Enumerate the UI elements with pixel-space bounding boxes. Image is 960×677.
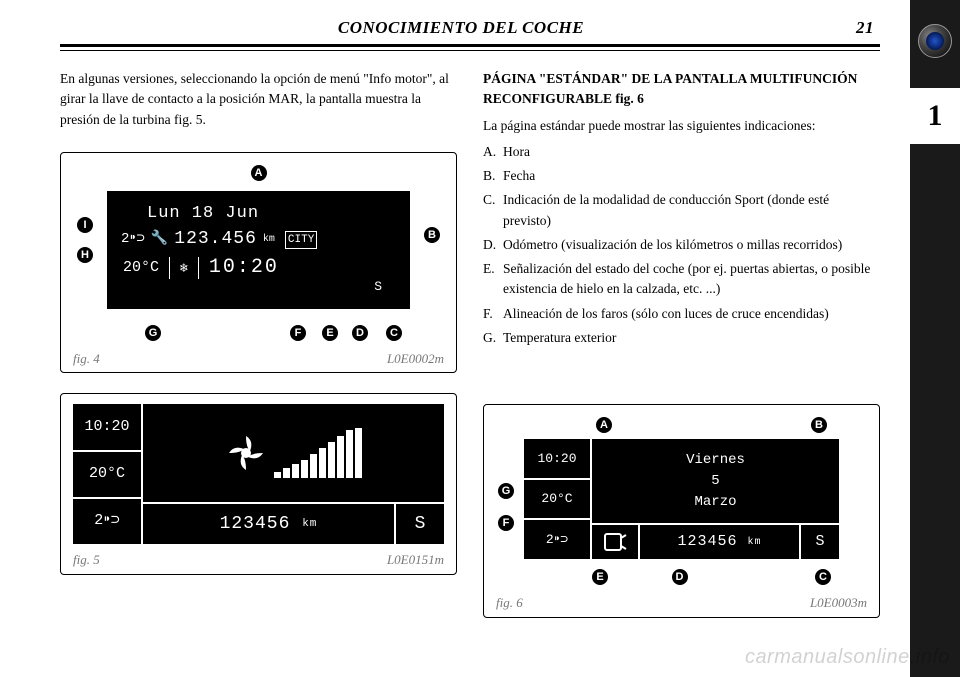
callout-e: E [322,325,338,341]
callout-i: I [77,217,93,233]
fig4-caption: fig. 4 [73,349,100,369]
fig6-code: L0E0003m [810,593,867,613]
callout-c: C [386,325,402,341]
sidebar: 1 [910,0,960,677]
callout-a: A [251,165,267,181]
turbo-fan-icon [226,433,266,473]
right-heading: PÁGINA "ESTÁNDAR" DE LA PANTALLA MULTIFU… [483,69,880,110]
fig4-temp: 20°C [123,257,159,280]
fig4-date: Lun 18 Jun [117,199,400,227]
callout-d: D [352,325,368,341]
watermark: carmanualsonline.info [745,646,950,669]
right-lead: La página estándar puede mostrar las sig… [483,116,880,136]
definitions-list: A.Hora B.Fecha C.Indicación de la modali… [483,142,880,348]
figure-4: Lun 18 Jun 2⁍⊃ 🔧 123.456 km CITY 20°C [60,152,457,374]
lancia-logo-icon [918,24,952,58]
wrench-icon: 🔧 [151,229,168,250]
fig4-city-badge: CITY [285,231,317,250]
fig4-odometer: 123.456 [174,226,257,253]
fig6-caption: fig. 6 [496,593,523,613]
fig4-sport: S [374,277,382,297]
f6-callout-g: G [498,483,514,499]
fig5-pressure-bars [274,428,362,478]
fig6-temp: 20°C [524,480,590,521]
snowflake-icon: ❄ [180,259,188,279]
fig4-lcd: Lun 18 Jun 2⁍⊃ 🔧 123.456 km CITY 20°C [107,191,410,309]
f6-callout-e: E [592,569,608,585]
callout-h: H [77,247,93,263]
fig4-code: L0E0002m [387,349,444,369]
figure-5: 10:20 20°C 2⁍⊃ [60,393,457,575]
fig6-leveling: 2⁍⊃ [524,520,590,559]
fig5-lcd: 10:20 20°C 2⁍⊃ [73,404,444,544]
fig5-clock: 10:20 [73,404,141,451]
fig5-leveling: 2⁍⊃ [73,499,141,544]
chapter-tab: 1 [910,88,960,144]
callout-b: B [424,227,440,243]
fig5-sport: S [396,504,444,544]
fig5-temp: 20°C [73,452,141,499]
fig4-odo-unit: km [263,232,275,247]
f6-callout-c: C [815,569,831,585]
page-number: 21 [856,18,874,38]
door-open-icon [592,525,640,559]
fig6-lcd: 10:20 20°C 2⁍⊃ Viernes 5 Marzo [524,439,839,559]
header-rule-thick [60,44,880,47]
f6-callout-d: D [672,569,688,585]
figure-6: 10:20 20°C 2⁍⊃ Viernes 5 Marzo [483,404,880,618]
callout-g: G [145,325,161,341]
fig5-odometer: 123456 km [143,504,396,544]
fig4-clock: 10:20 [209,253,279,283]
fig6-odometer: 123456 km [640,525,801,559]
f6-callout-f: F [498,515,514,531]
fig5-caption: fig. 5 [73,550,100,570]
callout-f: F [290,325,306,341]
f6-callout-a: A [596,417,612,433]
fig6-clock: 10:20 [524,439,590,480]
fig6-date: Viernes 5 Marzo [592,439,839,525]
fig4-leveling: 2⁍⊃ [121,229,145,250]
fig5-code: L0E0151m [387,550,444,570]
fig6-sport: S [801,525,839,559]
left-intro-paragraph: En algunas versiones, seleccionando la o… [60,69,457,130]
f6-callout-b: B [811,417,827,433]
header-rule-thin [60,50,880,51]
header-title: CONOCIMIENTO DEL COCHE [338,18,584,38]
